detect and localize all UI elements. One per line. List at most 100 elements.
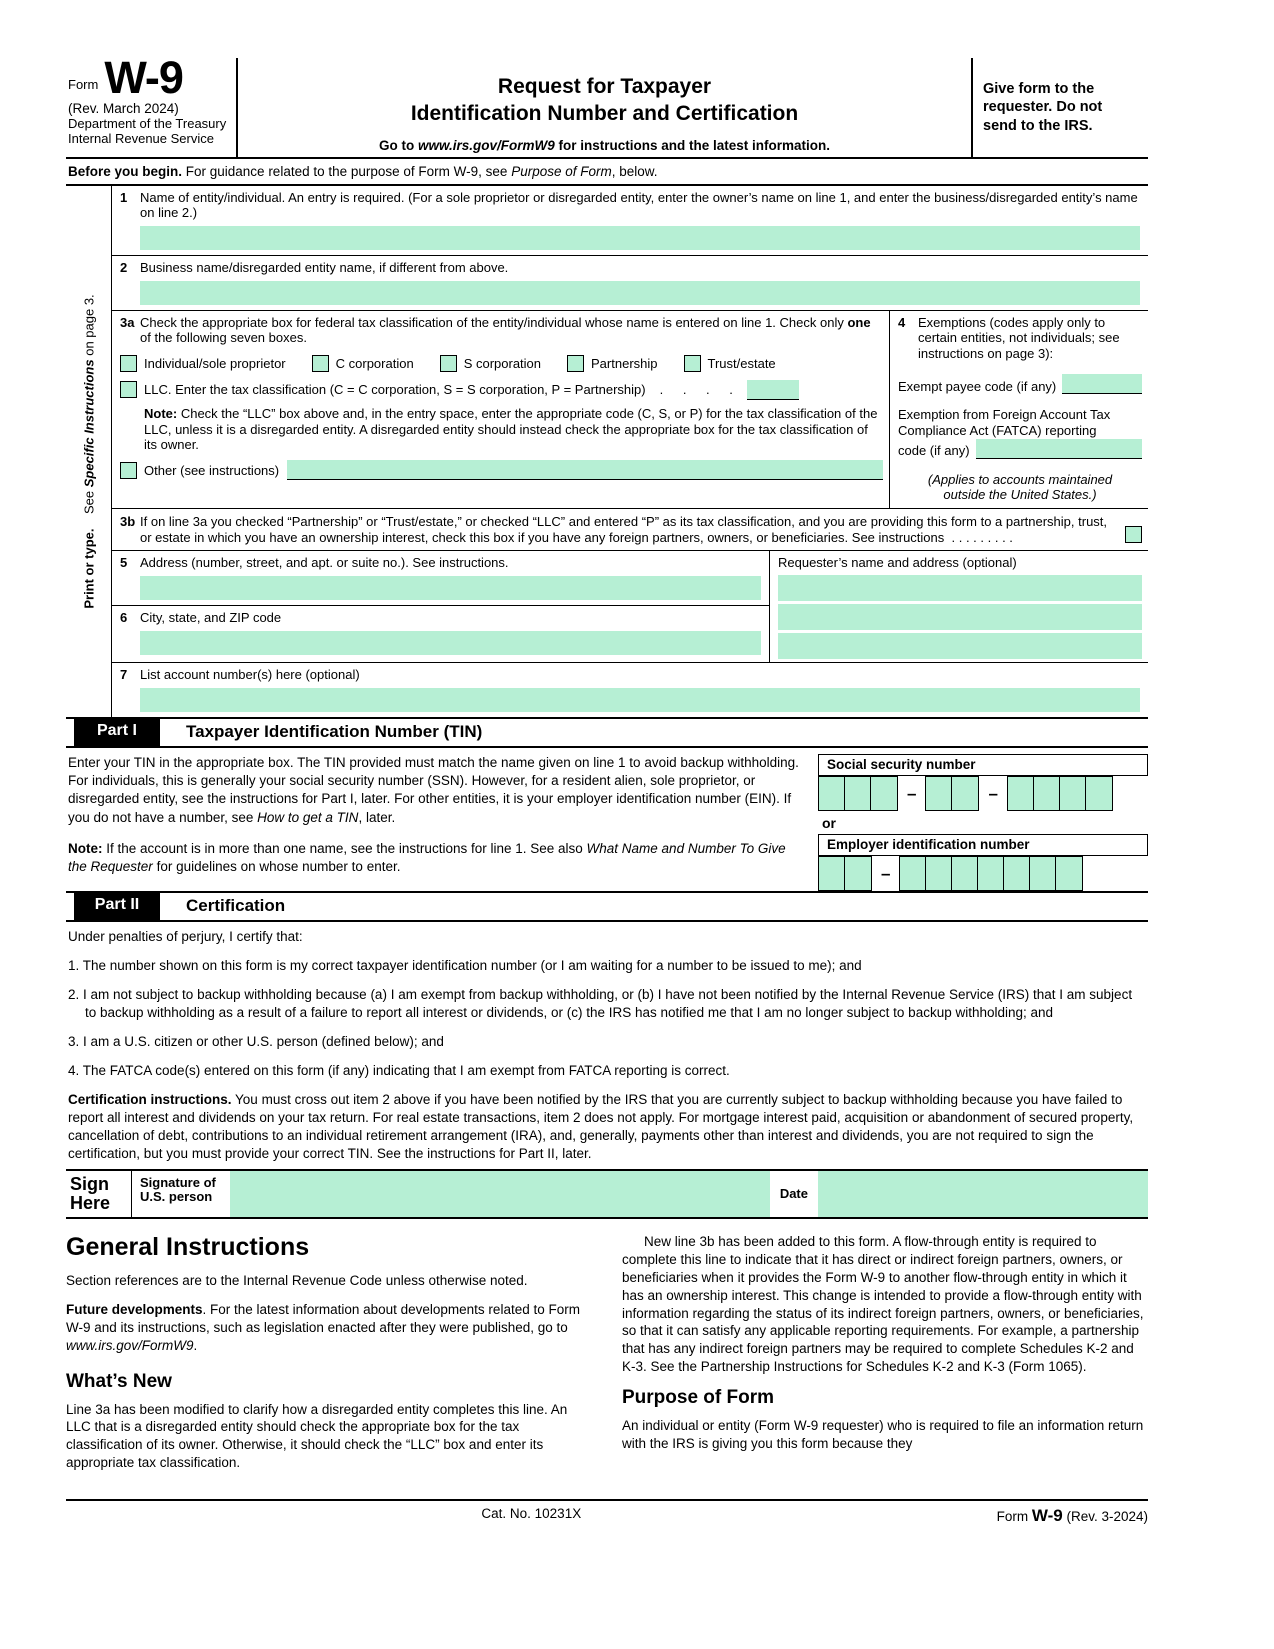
future-developments-paragraph: Future developments. For the latest info… xyxy=(66,1301,580,1353)
signature-of-label: Signature of U.S. person xyxy=(132,1171,230,1217)
form-header: Form W-9 (Rev. March 2024) Department of… xyxy=(66,55,1148,159)
form-title-line-1: Request for Taxpayer xyxy=(497,75,712,98)
ein-group-1[interactable] xyxy=(818,856,872,891)
line-5-address-input[interactable] xyxy=(140,576,761,600)
line-3b-label: If on line 3a you checked “Partnership” … xyxy=(140,513,1108,545)
line-4-label: Exemptions (codes apply only to certain … xyxy=(918,314,1120,361)
checkbox-c-corporation[interactable] xyxy=(311,354,329,372)
requester-name-address-input-1[interactable] xyxy=(778,575,1142,602)
certification-instructions: Certification instructions. You must cro… xyxy=(68,1091,1144,1163)
sign-here-row: Sign Here Signature of U.S. person Date xyxy=(66,1170,1148,1219)
sidebar-see-prefix: See xyxy=(81,487,97,514)
line-1-label: Name of entity/individual. An entry is r… xyxy=(140,189,1138,221)
irs-label: Internal Revenue Service xyxy=(68,130,214,146)
ssn-cell[interactable] xyxy=(1085,777,1112,810)
ein-cell[interactable] xyxy=(900,857,927,890)
give-form-line-1: Give form to the xyxy=(983,81,1095,97)
ssn-cell[interactable] xyxy=(952,777,979,810)
line-3a-note: Note: Check the “LLC” box above and, in … xyxy=(144,406,883,454)
ssn-cell[interactable] xyxy=(819,777,845,810)
other-classification-input[interactable] xyxy=(287,460,883,481)
ssn-cells[interactable]: – – xyxy=(818,776,1148,811)
address-and-requester-row: 5 Address (number, street, and apt. or s… xyxy=(112,551,1148,664)
checkbox-partnership[interactable] xyxy=(567,354,585,372)
ein-cell[interactable] xyxy=(926,857,953,890)
ein-cell[interactable] xyxy=(952,857,979,890)
checkbox-foreign-partners[interactable] xyxy=(1125,526,1142,544)
line-1-name-input[interactable] xyxy=(140,225,1140,250)
certification-item-2: 2. I am not subject to backup withholdin… xyxy=(68,986,1133,1020)
line-1-number: 1 xyxy=(120,189,128,205)
fatca-code-input[interactable] xyxy=(975,438,1142,459)
line-3a-label: Check the appropriate box for federal ta… xyxy=(140,314,871,346)
requester-name-address-input-2[interactable] xyxy=(778,604,1142,631)
sidebar-specific-instructions: Specific Instructions xyxy=(81,359,97,488)
ssn-group-1[interactable] xyxy=(818,776,898,811)
form-fields-column: 1 Name of entity/individual. An entry is… xyxy=(112,186,1148,717)
ssn-dash-2: – xyxy=(988,783,998,803)
label-other: Other (see instructions) xyxy=(144,462,280,478)
certification-intro: Under penalties of perjury, I certify th… xyxy=(68,929,303,944)
checkbox-trust-estate[interactable] xyxy=(683,354,701,372)
form-goto-line: Go to www.irs.gov/FormW9 for instruction… xyxy=(244,138,965,153)
future-developments-url[interactable]: www.irs.gov/FormW9 xyxy=(66,1337,194,1353)
date-input[interactable] xyxy=(818,1170,1148,1217)
certification-item-1: 1. The number shown on this form is my c… xyxy=(68,957,862,973)
give-form-notice: Give form to the requester. Do not send … xyxy=(973,58,1148,157)
ssn-group-2[interactable] xyxy=(925,776,980,811)
ein-cell[interactable] xyxy=(1030,857,1057,890)
general-instructions-paragraph: Section references are to the Internal R… xyxy=(66,1272,528,1288)
line-6-number: 6 xyxy=(120,610,128,625)
fatca-label-line-1: Exemption from Foreign Account Tax xyxy=(898,407,1111,423)
before-you-begin-notice: Before you begin. For guidance related t… xyxy=(66,159,1148,186)
line-5-label: Address (number, street, and apt. or sui… xyxy=(140,555,509,571)
ssn-cell[interactable] xyxy=(1033,777,1060,810)
checkbox-individual-sole-proprietor[interactable] xyxy=(120,354,137,372)
line-3b-row: 3b If on line 3a you checked “Partnershi… xyxy=(112,509,1148,552)
irs-url-link[interactable]: www.irs.gov/FormW9 xyxy=(417,137,555,153)
form-title-line-2: Identification Number and Certification xyxy=(410,101,799,125)
ssn-group-3[interactable] xyxy=(1006,776,1113,811)
signature-input[interactable] xyxy=(230,1170,770,1217)
goto-prefix: Go to xyxy=(378,137,418,153)
checkbox-s-corporation[interactable] xyxy=(439,354,457,372)
ein-cell[interactable] xyxy=(978,857,1005,890)
line-3a-llc-row: LLC. Enter the tax classification (C = C… xyxy=(120,379,883,400)
part-1-header: Part I Taxpayer Identification Number (T… xyxy=(66,719,1148,748)
line-2-number: 2 xyxy=(120,259,128,275)
ein-cell[interactable] xyxy=(845,857,871,890)
ssn-cell[interactable] xyxy=(871,777,897,810)
fatca-applies-note: (Applies to accounts maintained outside … xyxy=(898,472,1142,503)
line-7-account-numbers-input[interactable] xyxy=(140,688,1140,712)
fatca-label-line-2: Compliance Act (FATCA) reporting xyxy=(898,422,1097,438)
line-2-business-name-input[interactable] xyxy=(140,280,1140,305)
llc-tax-classification-input[interactable] xyxy=(746,379,799,400)
before-you-begin-text-2: , below. xyxy=(611,163,658,179)
fatca-applies-line-2: outside the United States.) xyxy=(943,487,1097,503)
fatca-label-line-3: code (if any) xyxy=(898,442,970,458)
sign-here-line-2: Here xyxy=(70,1192,111,1213)
ein-cell[interactable] xyxy=(1056,857,1083,890)
ssn-cell[interactable] xyxy=(926,777,953,810)
ssn-cell[interactable] xyxy=(845,777,871,810)
ssn-cell[interactable] xyxy=(1059,777,1086,810)
line-3a-and-4-row: 3a Check the appropriate box for federal… xyxy=(112,310,1148,509)
checkbox-other[interactable] xyxy=(120,461,137,479)
before-you-begin-label: Before you begin. xyxy=(68,163,183,179)
exempt-payee-code-label: Exempt payee code (if any) xyxy=(898,379,1057,395)
ssn-cell[interactable] xyxy=(1007,777,1034,810)
checkbox-llc[interactable] xyxy=(120,381,137,399)
instructions-left-column: General Instructions Section references … xyxy=(66,1233,592,1484)
ein-group-2[interactable] xyxy=(899,856,1084,891)
requester-label: Requester’s name and address (optional) xyxy=(778,555,1017,571)
ein-cells[interactable]: – xyxy=(818,856,1148,891)
line-6-row: 6 City, state, and ZIP code xyxy=(112,606,769,655)
signature-of-line-1: Signature of xyxy=(140,1174,216,1190)
part-1-paragraph-1: Enter your TIN in the appropriate box. T… xyxy=(68,755,799,825)
exempt-payee-code-input[interactable] xyxy=(1062,374,1142,395)
tin-or-label: or xyxy=(822,815,836,831)
requester-name-address-input-3[interactable] xyxy=(778,633,1142,660)
line-6-city-state-zip-input[interactable] xyxy=(140,630,761,655)
ein-cell[interactable] xyxy=(1004,857,1031,890)
ein-cell[interactable] xyxy=(819,857,845,890)
